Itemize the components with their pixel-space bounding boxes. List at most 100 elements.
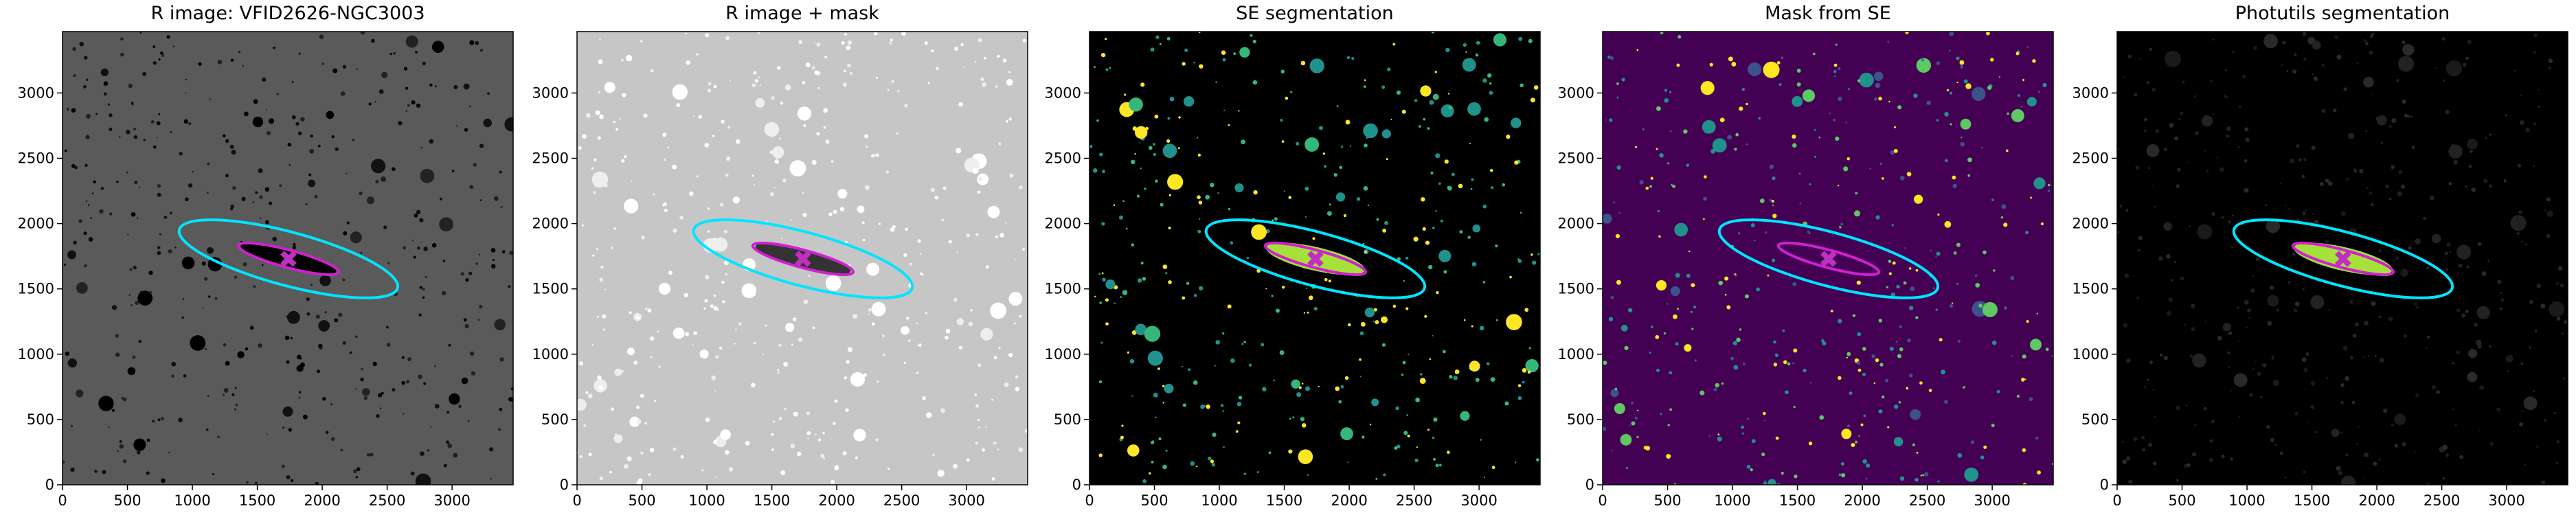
speckle (797, 106, 812, 121)
speckle (1956, 242, 1961, 247)
speckle (1483, 477, 1485, 479)
speckle (190, 335, 206, 351)
y-tick-label: 1500 (18, 281, 54, 297)
speckle (115, 334, 119, 338)
axes-frame (62, 31, 514, 485)
speckle (1910, 286, 1915, 292)
speckle (2122, 459, 2127, 465)
speckle (1950, 91, 1953, 95)
speckle (2343, 87, 2347, 91)
speckle (393, 52, 396, 55)
speckle (1875, 358, 1879, 363)
speckle (392, 167, 396, 172)
speckle (2204, 407, 2207, 411)
speckle (1362, 435, 1365, 439)
speckle (1211, 463, 1215, 467)
speckle (2328, 308, 2330, 311)
speckle (2149, 360, 2153, 364)
x-tick-label: 500 (1140, 492, 1168, 509)
speckle (2259, 396, 2262, 398)
y-tick-label: 2000 (2072, 216, 2109, 232)
y-tick-label: 2000 (1045, 216, 1081, 232)
speckle (1008, 352, 1013, 358)
speckle (1814, 155, 1817, 158)
speckle (331, 135, 335, 139)
speckle (1846, 157, 1850, 161)
speckle (300, 117, 305, 122)
speckle (764, 122, 780, 137)
speckle (490, 478, 493, 480)
speckle (501, 250, 506, 253)
speckle (1915, 316, 1919, 319)
speckle (1403, 431, 1408, 435)
speckle (1157, 367, 1160, 370)
speckle (2272, 380, 2279, 387)
speckle (679, 216, 683, 220)
speckle (1891, 224, 1894, 227)
speckle (2143, 117, 2147, 122)
speckle (626, 347, 635, 356)
speckle (2236, 306, 2239, 310)
speckle (2533, 165, 2535, 168)
speckle (1324, 277, 1328, 282)
speckle (980, 77, 984, 82)
speckle (2153, 461, 2157, 466)
speckle (346, 221, 350, 225)
speckle (1843, 166, 1849, 172)
speckle (1328, 279, 1331, 283)
speckle (1018, 447, 1024, 453)
speckle (1857, 79, 1861, 82)
speckle (1787, 362, 1791, 366)
speckle (817, 438, 822, 442)
speckle (629, 416, 640, 427)
speckle (461, 377, 468, 385)
speckle (728, 467, 734, 472)
speckle (927, 82, 930, 84)
speckle (1406, 414, 1409, 416)
speckle (2466, 138, 2478, 150)
speckle (2410, 115, 2413, 119)
speckle (1785, 390, 1789, 395)
speckle (816, 43, 821, 47)
speckle (2415, 393, 2419, 398)
speckle (289, 164, 291, 166)
speckle (597, 315, 600, 318)
speckle (1904, 247, 1906, 249)
panel-title: Mask from SE (1765, 3, 1891, 24)
speckle (980, 328, 993, 341)
speckle (260, 217, 262, 220)
speckle (864, 185, 870, 190)
x-tick-label: 2500 (1909, 492, 1945, 509)
speckle (2370, 93, 2373, 95)
speckle (403, 67, 408, 71)
speckle (115, 352, 120, 357)
speckle (231, 150, 236, 155)
speckle (2011, 355, 2013, 357)
speckle (1122, 200, 1125, 203)
image (2117, 32, 2568, 485)
speckle (1396, 90, 1401, 95)
speckle (2366, 187, 2369, 190)
speckle (1658, 235, 1661, 238)
speckle (1846, 356, 1849, 359)
speckle (2210, 80, 2213, 82)
speckle (262, 77, 267, 82)
speckle (1760, 198, 1765, 203)
speckle (223, 387, 229, 393)
speckle (713, 295, 716, 297)
speckle (2166, 254, 2171, 259)
speckle (73, 240, 77, 244)
speckle (822, 431, 825, 435)
speckle (282, 406, 293, 417)
speckle (1131, 395, 1133, 397)
speckle (1427, 428, 1430, 431)
speckle (1959, 60, 1965, 65)
speckle (2249, 393, 2253, 397)
speckle (752, 174, 754, 177)
speckle (1676, 308, 1680, 310)
speckle (143, 138, 146, 141)
speckle (128, 294, 131, 296)
speckle (2121, 441, 2124, 444)
speckle (704, 143, 710, 148)
speckle (70, 424, 74, 428)
